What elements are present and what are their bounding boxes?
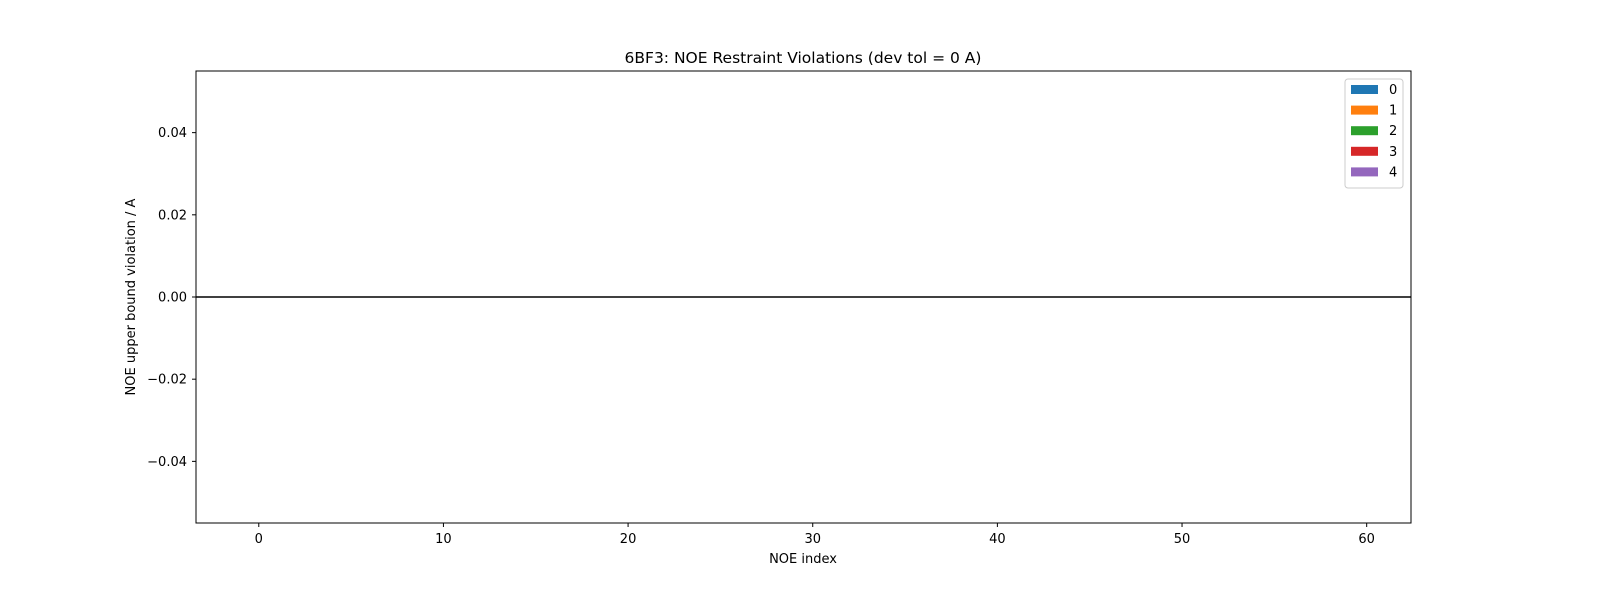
y-tick-label: −0.04 [147,455,187,470]
y-axis-ticks: −0.04 −0.02 0.00 0.02 0.04 [147,126,196,470]
legend-swatch-4 [1351,167,1378,177]
legend-label-4: 4 [1389,165,1397,180]
legend-swatch-1 [1351,105,1378,115]
x-tick-label: 0 [255,532,263,547]
y-tick-label: 0.04 [158,126,187,141]
x-tick-label: 20 [620,532,637,547]
x-tick-label: 60 [1358,532,1375,547]
plot-area [195,70,1412,524]
y-tick-label: −0.02 [147,373,187,388]
x-tick-label: 50 [1174,532,1191,547]
y-tick-label: 0.02 [158,208,187,223]
y-tick-label: 0.00 [158,291,187,306]
x-tick-label: 10 [435,532,452,547]
x-tick-label: 30 [804,532,821,547]
legend-swatch-2 [1351,126,1378,136]
x-axis-label: NOE index [769,552,837,567]
legend-swatch-0 [1351,85,1378,94]
chart-title: 6BF3: NOE Restraint Violations (dev tol … [625,49,982,67]
legend-label-1: 1 [1389,104,1397,119]
legend-label-2: 2 [1389,124,1397,139]
legend-label-0: 0 [1389,83,1397,98]
legend-swatch-3 [1351,146,1378,156]
x-tick-label: 40 [989,532,1006,547]
legend: 0 1 2 3 4 [1344,78,1404,189]
y-axis-label: NOE upper bound violation / A [124,198,139,395]
x-axis-ticks: 0 10 20 30 40 50 60 [255,523,1375,547]
legend-label-3: 3 [1389,145,1397,160]
